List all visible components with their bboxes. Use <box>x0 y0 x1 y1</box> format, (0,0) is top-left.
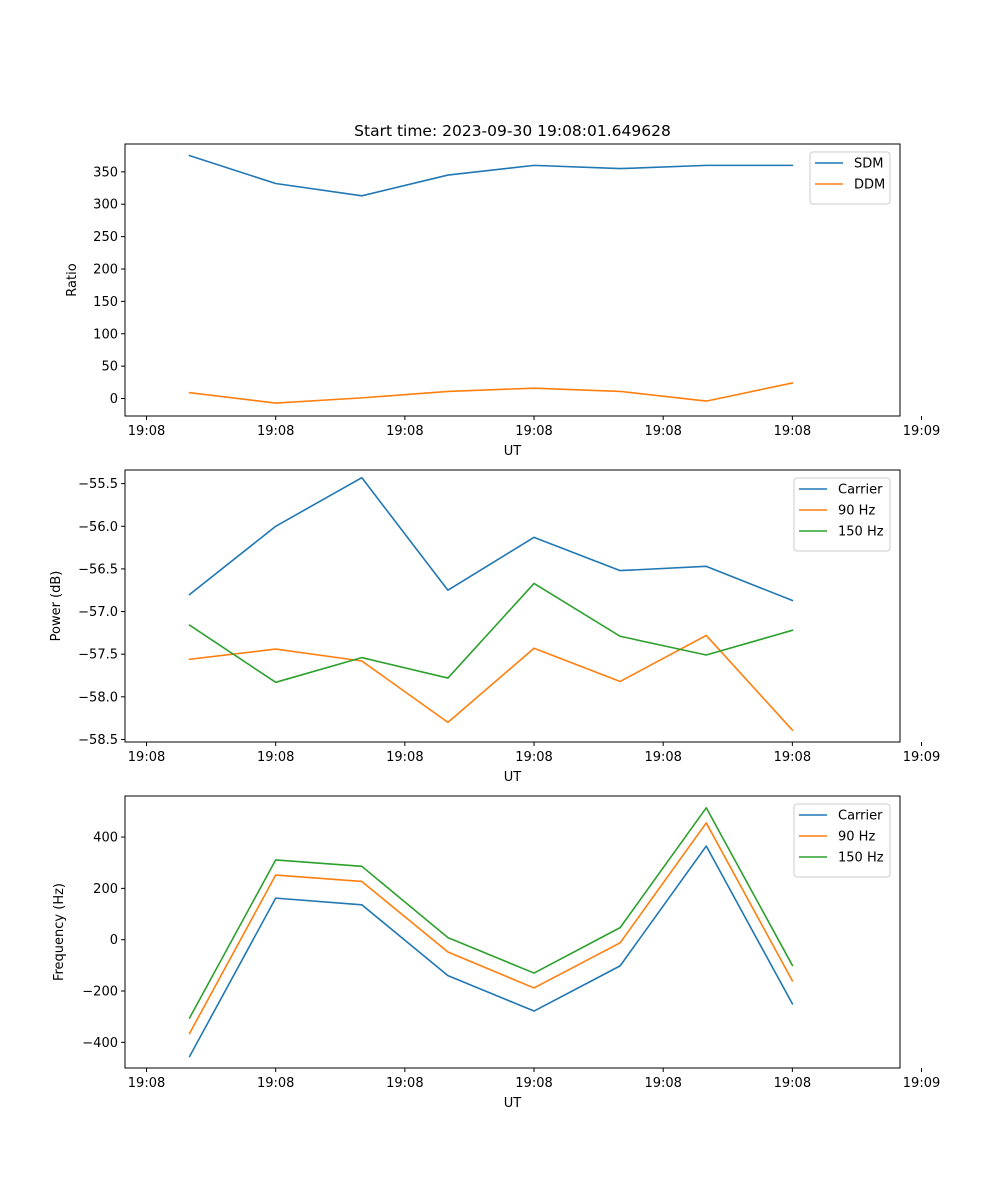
x-tick-label: 19:08 <box>644 424 681 439</box>
x-axis-label: UT <box>504 770 522 785</box>
y-tick-label: −55.5 <box>78 477 118 492</box>
y-tick-label: 400 <box>93 831 118 846</box>
legend-label: 150 Hz <box>838 525 884 540</box>
x-tick-label: 19:08 <box>128 1076 165 1091</box>
series-line-90-hz <box>188 634 794 732</box>
plot-frame <box>124 469 901 743</box>
legend-label: Carrier <box>838 483 883 498</box>
y-tick-label: 0 <box>110 392 118 407</box>
x-tick-label: 19:08 <box>128 424 165 439</box>
x-tick-label: 19:08 <box>774 1076 811 1091</box>
y-tick-label: −56.0 <box>78 520 118 535</box>
x-tick-label: 19:09 <box>903 1076 940 1091</box>
legend-label: 90 Hz <box>838 504 875 519</box>
series-line-150-hz <box>188 806 794 1020</box>
y-axis-label: Ratio <box>65 263 80 296</box>
legend-label: DDM <box>854 178 885 193</box>
series-line-150-hz <box>188 582 794 684</box>
x-tick-label: 19:08 <box>386 1076 423 1091</box>
legend-box <box>793 803 891 878</box>
y-axis-label: Frequency (Hz) <box>52 883 67 981</box>
x-tick-label: 19:08 <box>644 750 681 765</box>
y-tick-label: −58.5 <box>78 733 118 748</box>
series-line-sdm <box>188 154 794 197</box>
x-tick-label: 19:08 <box>128 750 165 765</box>
legend: Carrier 90 Hz 150 Hz <box>793 477 891 552</box>
y-tick-label: 150 <box>93 295 118 310</box>
x-tick-label: 19:08 <box>386 750 423 765</box>
legend-label: SDM <box>854 157 883 172</box>
y-tick-label: −200 <box>82 985 118 1000</box>
legend: SDM DDM <box>809 151 891 205</box>
legend-label: 150 Hz <box>838 851 884 866</box>
plot-frame <box>124 143 901 417</box>
legend-box <box>809 151 891 205</box>
x-tick-label: 19:08 <box>515 424 552 439</box>
y-tick-label: 250 <box>93 230 118 245</box>
x-tick-label: 19:08 <box>644 1076 681 1091</box>
y-tick-label: −58.0 <box>78 690 118 705</box>
y-tick-label: 350 <box>93 165 118 180</box>
chart-panel-2: 19:08 19:08 19:08 19:08 19:08 19:08 19:09 −55.5… <box>49 469 940 785</box>
y-tick-label: −56.5 <box>78 562 118 577</box>
y-tick-label: 50 <box>101 360 118 375</box>
x-tick-label: 19:08 <box>774 750 811 765</box>
plot-frame <box>124 795 901 1069</box>
y-tick-label: 200 <box>93 882 118 897</box>
x-axis-label: UT <box>504 1096 522 1111</box>
x-tick-label: 19:09 <box>903 750 940 765</box>
x-tick-label: 19:08 <box>257 750 294 765</box>
x-tick-label: 19:08 <box>257 424 294 439</box>
x-tick-label: 19:08 <box>774 424 811 439</box>
y-axis-label: Power (dB) <box>49 571 64 642</box>
series-line-carrier <box>188 845 794 1058</box>
chart-panel-3: 19:08 19:08 19:08 19:08 19:08 19:08 19:09 400 20… <box>52 795 940 1111</box>
y-tick-label: −400 <box>82 1036 118 1051</box>
y-tick-label: 200 <box>93 262 118 277</box>
series-line-carrier <box>188 476 794 602</box>
chart-title: Start time: 2023-09-30 19:08:01.649628 <box>354 122 671 140</box>
y-tick-label: 0 <box>110 933 118 948</box>
y-tick-label: 300 <box>93 198 118 213</box>
x-axis-label: UT <box>504 444 522 459</box>
chart-panel-1: 19:08 19:08 19:08 19:08 19:08 19:08 19:09 0 50 10… <box>65 143 940 459</box>
series-line-ddm <box>188 382 794 404</box>
x-tick-label: 19:09 <box>903 424 940 439</box>
y-tick-label: 100 <box>93 327 118 342</box>
y-tick-label: −57.5 <box>78 648 118 663</box>
x-tick-label: 19:08 <box>257 1076 294 1091</box>
legend-label: Carrier <box>838 809 883 824</box>
y-tick-label: −57.0 <box>78 605 118 620</box>
legend-label: 90 Hz <box>838 830 875 845</box>
x-tick-label: 19:08 <box>515 750 552 765</box>
x-tick-label: 19:08 <box>386 424 423 439</box>
legend-box <box>793 477 891 552</box>
series-line-90-hz <box>188 822 794 1035</box>
x-tick-label: 19:08 <box>515 1076 552 1091</box>
legend: Carrier 90 Hz 150 Hz <box>793 803 891 878</box>
